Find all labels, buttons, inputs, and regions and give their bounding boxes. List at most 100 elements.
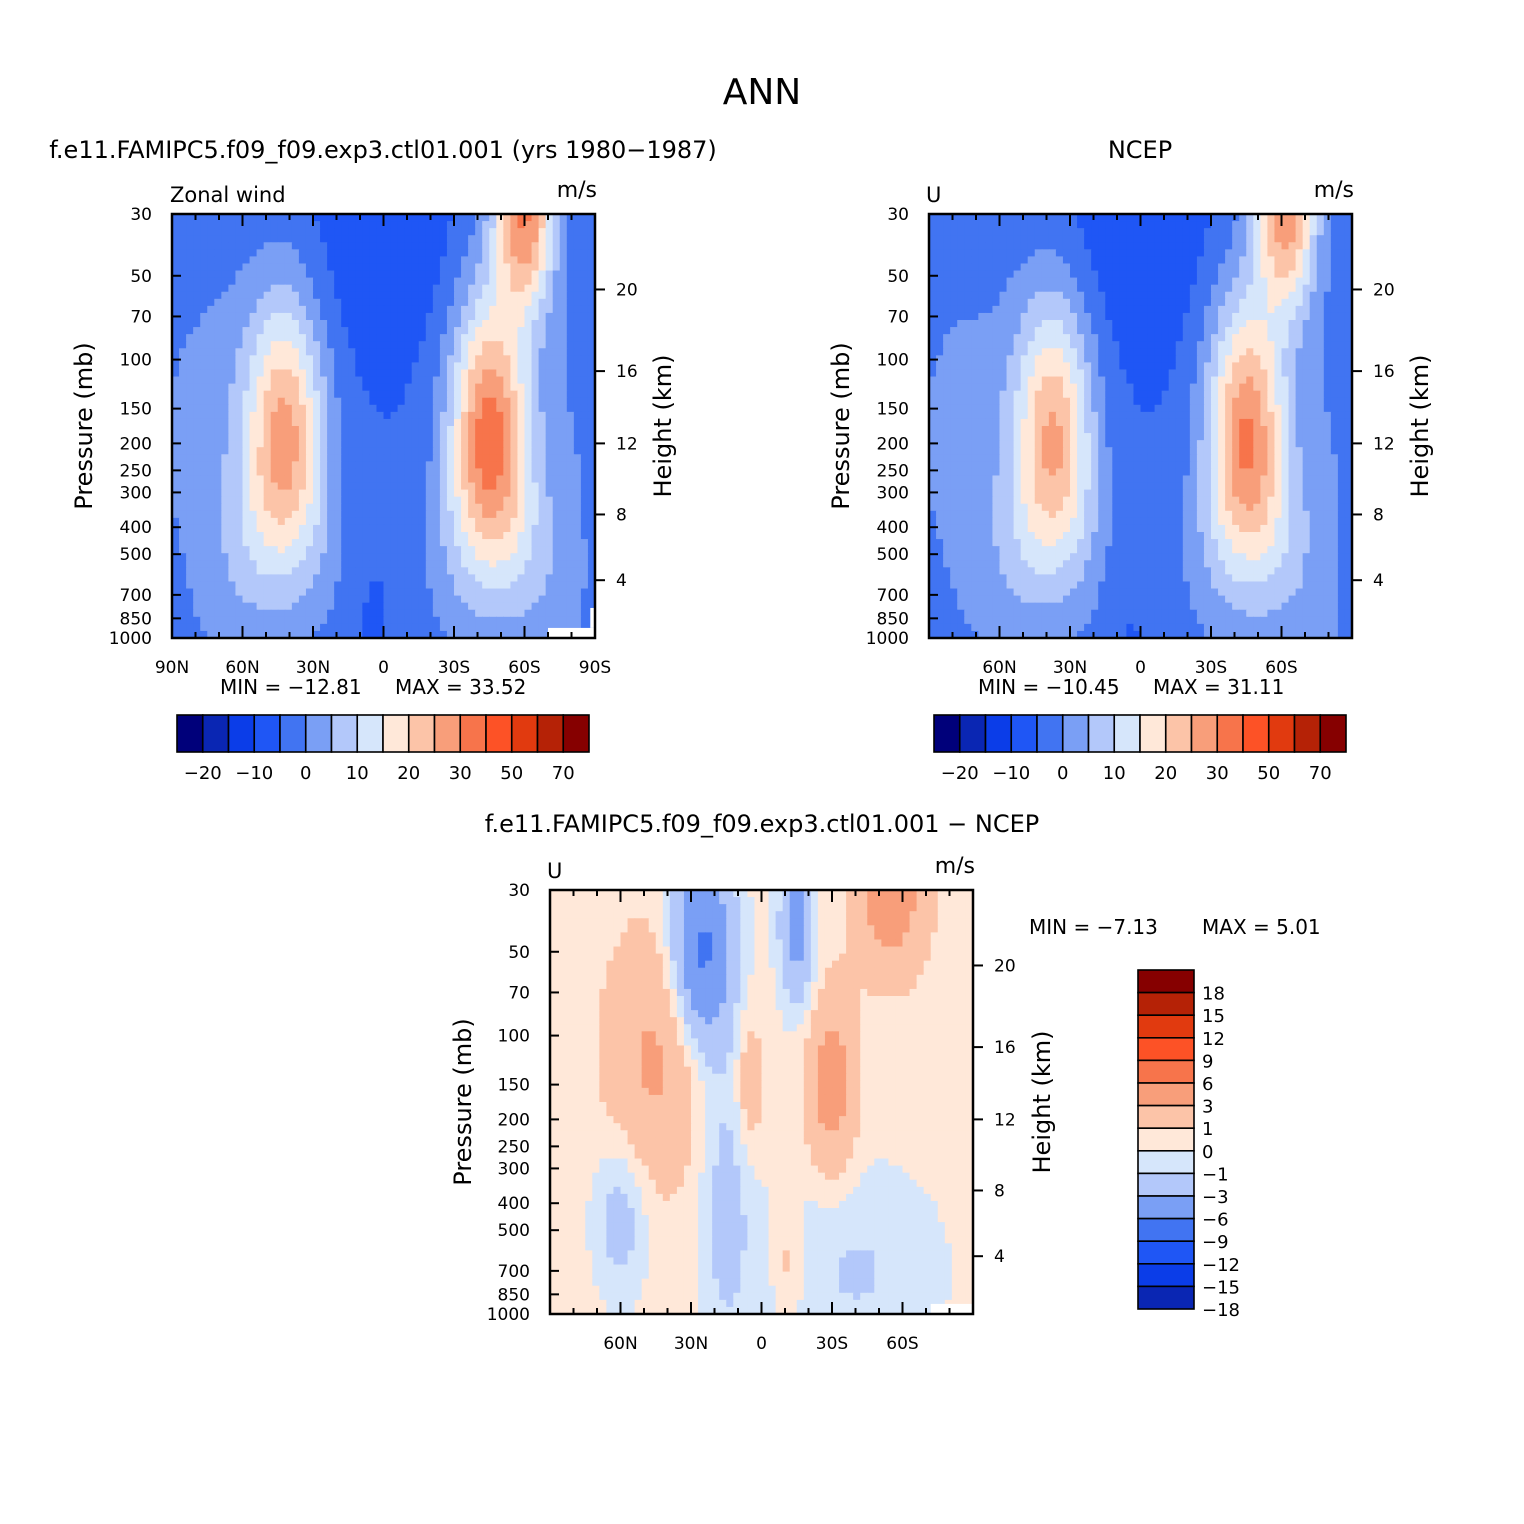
- field-cell: [425, 461, 434, 469]
- field-cell: [482, 312, 490, 321]
- field-cell: [468, 277, 476, 286]
- field-cell: [249, 539, 258, 547]
- field-cell: [355, 270, 363, 279]
- field-cell: [552, 539, 561, 547]
- field-cell: [1196, 284, 1205, 293]
- field-cell: [298, 553, 307, 561]
- field-cell: [305, 447, 314, 455]
- field-cell: [496, 327, 504, 335]
- field-cell: [1126, 277, 1135, 286]
- field-cell: [468, 616, 476, 625]
- field-cell: [242, 595, 251, 604]
- field-cell: [1323, 249, 1332, 257]
- field-cell: [1288, 348, 1297, 356]
- field-cell: [1323, 291, 1332, 300]
- field-cell: [221, 334, 229, 342]
- field-cell: [475, 249, 483, 257]
- field-cell: [432, 553, 441, 561]
- field-cell: [1168, 228, 1177, 236]
- field-cell: [992, 341, 1001, 349]
- field-cell: [943, 334, 951, 342]
- field-cell: [1253, 305, 1261, 314]
- field-cell: [950, 277, 958, 286]
- field-cell: [489, 404, 497, 413]
- field-cell: [1077, 256, 1085, 265]
- field-cell: [573, 355, 582, 363]
- field-cell: [468, 461, 476, 469]
- field-cell: [580, 256, 589, 265]
- field-cell: [929, 263, 937, 272]
- field-cell: [327, 517, 335, 526]
- field-cell: [432, 249, 441, 257]
- field-cell: [454, 560, 462, 568]
- field-cell: [390, 404, 399, 413]
- field-cell: [587, 334, 595, 342]
- field-cell: [320, 461, 328, 469]
- field-cell: [305, 418, 314, 427]
- field-cell: [552, 277, 561, 286]
- field-cell: [249, 312, 258, 321]
- field-cell: [291, 320, 300, 328]
- field-cell: [284, 616, 293, 625]
- field-cell: [277, 369, 286, 378]
- field-cell: [256, 630, 265, 638]
- field-cell: [341, 418, 349, 427]
- field-cell: [228, 376, 237, 385]
- field-cell: [1267, 327, 1276, 335]
- field-cell: [207, 390, 215, 399]
- field-cell: [461, 609, 469, 618]
- field-cell: [327, 390, 335, 399]
- field-cell: [341, 221, 349, 229]
- field-cell: [369, 369, 378, 378]
- field-cell: [355, 489, 363, 498]
- field-cell: [362, 320, 370, 328]
- field-cell: [172, 602, 180, 611]
- field-cell: [1062, 348, 1071, 356]
- field-cell: [496, 390, 504, 399]
- field-cell: [327, 489, 335, 498]
- field-cell: [503, 581, 511, 590]
- field-cell: [454, 334, 462, 342]
- field-cell: [1260, 249, 1268, 257]
- field-cell: [221, 510, 229, 519]
- field-cell: [207, 440, 215, 448]
- field-cell: [376, 320, 385, 328]
- field-cell: [1077, 355, 1085, 363]
- field-cell: [390, 461, 399, 469]
- field-cell: [531, 411, 540, 420]
- field-cell: [1020, 348, 1029, 356]
- field-cell: [454, 496, 462, 505]
- field-cell: [964, 277, 972, 286]
- field-cell: [404, 503, 413, 512]
- field-cell: [256, 588, 265, 597]
- field-cell: [971, 334, 979, 342]
- field-cell: [1239, 305, 1247, 314]
- field-cell: [179, 221, 187, 229]
- field-cell: [291, 348, 300, 356]
- field-cell: [383, 581, 392, 590]
- field-cell: [291, 454, 300, 462]
- field-cell: [186, 334, 194, 342]
- field-cell: [369, 298, 378, 307]
- field-cell: [341, 560, 349, 568]
- field-cell: [1337, 298, 1346, 307]
- field-cell: [313, 546, 321, 554]
- field-cell: [538, 616, 547, 625]
- field-cell: [1189, 270, 1198, 279]
- field-cell: [425, 539, 434, 547]
- field-cell: [256, 305, 265, 314]
- field-cell: [475, 588, 483, 597]
- field-cell: [580, 228, 589, 236]
- field-cell: [214, 305, 222, 314]
- field-cell: [1344, 221, 1352, 229]
- field-cell: [1175, 341, 1184, 349]
- field-cell: [1253, 249, 1261, 257]
- field-cell: [1140, 277, 1149, 286]
- field-cell: [313, 376, 321, 385]
- field-cell: [221, 397, 229, 406]
- field-cell: [249, 475, 258, 484]
- field-cell: [1309, 277, 1318, 286]
- field-cell: [1006, 228, 1015, 236]
- field-cell: [559, 623, 568, 632]
- field-cell: [235, 539, 244, 547]
